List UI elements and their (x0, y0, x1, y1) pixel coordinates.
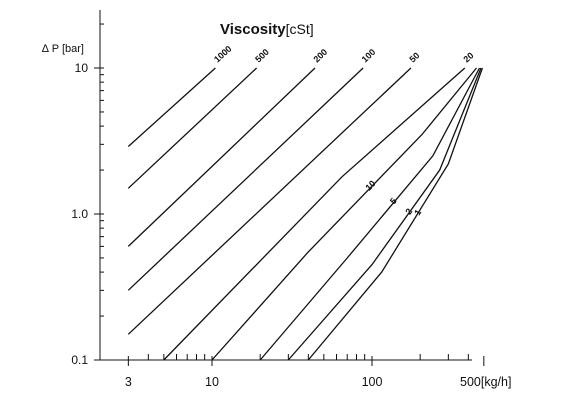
viscosity-curve (211, 67, 478, 361)
axes: 0.1 1.0 10 3 10 100 (71, 10, 485, 389)
curves (127, 67, 484, 361)
viscosity-curve (127, 67, 216, 147)
curve-label: 2 (403, 207, 414, 217)
curve-label: 10 (363, 178, 377, 192)
viscosity-curve (127, 67, 364, 291)
curve-label: 200 (311, 47, 329, 65)
viscosity-curve (259, 67, 481, 361)
curve-label: 500 (253, 47, 271, 65)
y-tick-label: 1.0 (71, 207, 88, 221)
y-tick-label: 0.1 (71, 353, 88, 367)
x-axis-unit-label: 500[kg/h] (460, 375, 511, 389)
x-tick-label: 3 (125, 375, 132, 389)
viscosity-curve (287, 67, 482, 361)
curve-label: 1 (412, 208, 423, 218)
curve-label: 100 (360, 47, 378, 65)
chart-title: Viscosity[cSt] (220, 21, 314, 38)
curve-label: 50 (407, 50, 421, 64)
viscosity-curve (127, 67, 316, 247)
y-axis-label: ∆ P [bar] (42, 43, 84, 55)
curve-label: 20 (461, 50, 475, 64)
chart-title-unit: [cSt] (286, 21, 314, 37)
viscosity-curve (307, 67, 484, 361)
x-tick-label: 10 (205, 375, 219, 389)
curve-label: 5 (388, 196, 399, 206)
y-tick-label: 10 (75, 61, 89, 75)
chart-title-main: Viscosity (220, 21, 286, 38)
viscosity-curve (127, 67, 258, 189)
curve-label: 1000 (212, 44, 234, 65)
x-tick-label: 100 (362, 375, 383, 389)
viscosity-curve (163, 67, 466, 361)
viscosity-curve (127, 67, 412, 335)
